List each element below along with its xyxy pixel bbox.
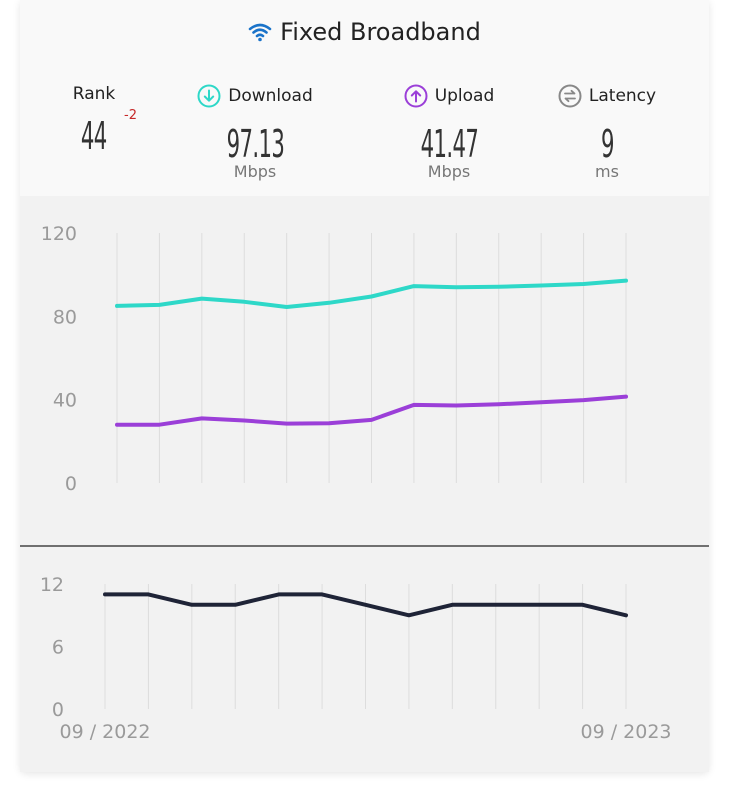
y-tick-label: 120 — [41, 223, 77, 245]
series-line-upload — [115, 394, 628, 427]
series-line-latency — [103, 592, 628, 618]
y-tick-label: 40 — [53, 390, 77, 412]
y-tick-label: 80 — [53, 306, 77, 328]
wifi-icon — [248, 23, 272, 42]
rank-label: Rank — [72, 84, 116, 104]
chart-area — [20, 196, 709, 772]
latency-unit: ms — [595, 162, 619, 181]
y-tick-label: 0 — [65, 473, 77, 495]
x-end-label: 09 / 2023 — [580, 721, 671, 743]
arrow-up-circle-icon — [404, 84, 428, 108]
rank-value: 44 — [81, 114, 107, 158]
stat-upload: Upload 41.47 Mbps — [374, 84, 524, 181]
stat-latency: Latency 9 ms — [532, 84, 682, 181]
download-value: 97.13 — [226, 122, 284, 166]
card-title: Fixed Broadband — [20, 18, 709, 48]
series-line-download — [115, 278, 628, 309]
title-text: Fixed Broadband — [280, 18, 481, 46]
arrow-down-circle-icon — [197, 84, 221, 108]
y-tick-label: 12 — [40, 574, 64, 596]
upload-unit: Mbps — [427, 162, 471, 181]
rank-change: -2 — [124, 108, 137, 123]
upload-value: 41.47 — [420, 122, 478, 166]
y-tick-label: 0 — [52, 699, 64, 721]
latency-label: Latency — [588, 86, 657, 106]
stat-rank: Rank 44 — [19, 84, 169, 158]
upload-label: Upload — [434, 86, 495, 106]
download-label: Download — [228, 86, 313, 106]
y-tick-label: 6 — [52, 637, 64, 659]
latency-icon — [558, 84, 582, 108]
stat-download: Download 97.13 Mbps — [180, 84, 330, 181]
download-unit: Mbps — [233, 162, 277, 181]
x-start-label: 09 / 2022 — [59, 721, 150, 743]
latency-value: 9 — [600, 122, 614, 166]
